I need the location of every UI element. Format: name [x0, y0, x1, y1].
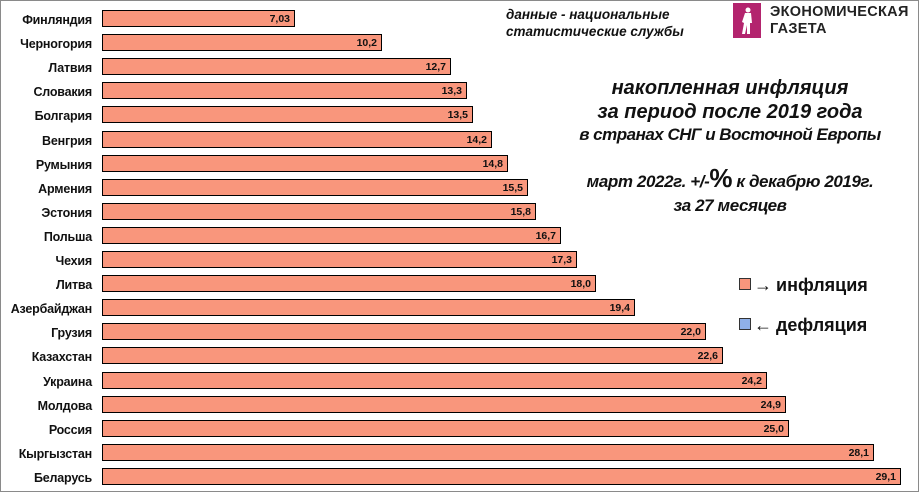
- category-label: Армения: [38, 181, 92, 196]
- bar: 24,2: [102, 371, 767, 389]
- category-label: Грузия: [51, 326, 92, 341]
- inflation-swatch-icon: [739, 278, 751, 290]
- category-label: Венгрия: [42, 133, 92, 148]
- value-label: 7,03: [269, 13, 290, 25]
- category-label: Литва: [55, 278, 92, 293]
- category-label: Молдова: [37, 398, 93, 413]
- value-label: 22,0: [680, 326, 701, 339]
- value-label: 13,5: [447, 109, 468, 122]
- category-label: Румыния: [35, 157, 92, 172]
- category-label: Черногория: [20, 37, 92, 52]
- source-note: данные - национальные статистические слу…: [506, 6, 684, 40]
- legend-deflation: ← дефляция: [739, 315, 867, 335]
- category-label: Украина: [43, 374, 92, 389]
- value-label: 24,9: [760, 398, 781, 411]
- value-label: 28,1: [848, 446, 869, 459]
- right-arrow-icon: →: [754, 275, 772, 295]
- value-label: 19,4: [609, 302, 630, 315]
- category-label: Словакия: [33, 85, 92, 100]
- category-label: Латвия: [48, 61, 92, 76]
- bar: 19,4: [102, 299, 635, 317]
- value-label: 16,7: [535, 229, 556, 242]
- category-label: Беларусь: [34, 470, 92, 485]
- percent-sign: %: [709, 163, 733, 193]
- bar: 18,0: [102, 275, 596, 293]
- bar: 13,5: [102, 106, 473, 124]
- category-label: Чехия: [55, 254, 92, 268]
- bar: 24,9: [102, 395, 786, 413]
- category-label: Финляндия: [22, 13, 92, 27]
- value-label: 15,8: [510, 205, 531, 218]
- bar: 22,6: [102, 347, 723, 365]
- bar: 15,5: [102, 178, 528, 196]
- subtitle-part2: к декабрю 2019г.: [732, 172, 874, 191]
- title-line3: в странах СНГ и Восточной Европы: [579, 125, 881, 144]
- bar: 14,2: [102, 130, 492, 148]
- source-note-line1: данные - национальные: [506, 7, 670, 22]
- category-label: Азербайджан: [10, 302, 92, 317]
- title-line2: за период после 2019 года: [597, 101, 863, 123]
- brand-line2: ГАЗЕТА: [770, 21, 827, 37]
- bar: 7,03: [102, 10, 295, 27]
- category-label: Казахстан: [31, 350, 93, 365]
- brand-name: ЭКОНОМИЧЕСКАЯ ГАЗЕТА: [770, 4, 909, 38]
- category-label: Польша: [43, 229, 92, 244]
- brand-line1: ЭКОНОМИЧЕСКАЯ: [770, 4, 909, 20]
- value-label: 13,3: [441, 85, 462, 98]
- value-label: 12,7: [425, 61, 446, 74]
- bar: 10,2: [102, 34, 382, 52]
- value-label: 17,3: [551, 254, 572, 266]
- value-label: 18,0: [570, 278, 591, 291]
- bar: 25,0: [102, 419, 789, 437]
- value-label: 10,2: [356, 37, 377, 50]
- value-label: 15,5: [502, 181, 523, 194]
- left-arrow-icon: ←: [754, 315, 772, 335]
- brand-logo-icon: [733, 3, 761, 38]
- value-label: 22,6: [697, 350, 718, 363]
- category-label: Россия: [48, 422, 92, 437]
- category-label: Болгария: [34, 109, 93, 124]
- bar: 29,1: [102, 467, 901, 485]
- bar: 16,7: [102, 226, 561, 244]
- subtitle-line2: за 27 месяцев: [673, 196, 787, 215]
- chart-subtitle: март 2022г. +/-% к декабрю 2019г. за 27 …: [540, 163, 919, 218]
- bar: 17,3: [102, 251, 577, 268]
- bar: 28,1: [102, 443, 874, 461]
- value-label: 14,2: [466, 133, 487, 146]
- bar: 14,8: [102, 154, 508, 172]
- value-label: 29,1: [875, 470, 896, 483]
- bar: 12,7: [102, 58, 451, 76]
- bar: 15,8: [102, 202, 536, 220]
- value-label: 14,8: [482, 157, 503, 170]
- subtitle-part1: март 2022г. +/-: [586, 172, 710, 191]
- legend-label: инфляция: [776, 275, 868, 295]
- deflation-swatch-icon: [739, 318, 751, 330]
- walking-person-icon: [742, 7, 752, 34]
- bar: 22,0: [102, 323, 706, 341]
- source-note-line2: статистические службы: [506, 24, 684, 39]
- legend-label: дефляция: [776, 315, 868, 335]
- chart-title: накопленная инфляция за период после 201…: [540, 76, 919, 146]
- legend-inflation: → инфляция: [739, 275, 868, 295]
- category-label: Эстония: [41, 205, 92, 220]
- value-label: 24,2: [741, 374, 762, 387]
- title-line1: накопленная инфляция: [611, 77, 849, 99]
- bar: 13,3: [102, 82, 467, 100]
- value-label: 25,0: [763, 422, 784, 435]
- category-label: Кыргызстан: [18, 446, 93, 461]
